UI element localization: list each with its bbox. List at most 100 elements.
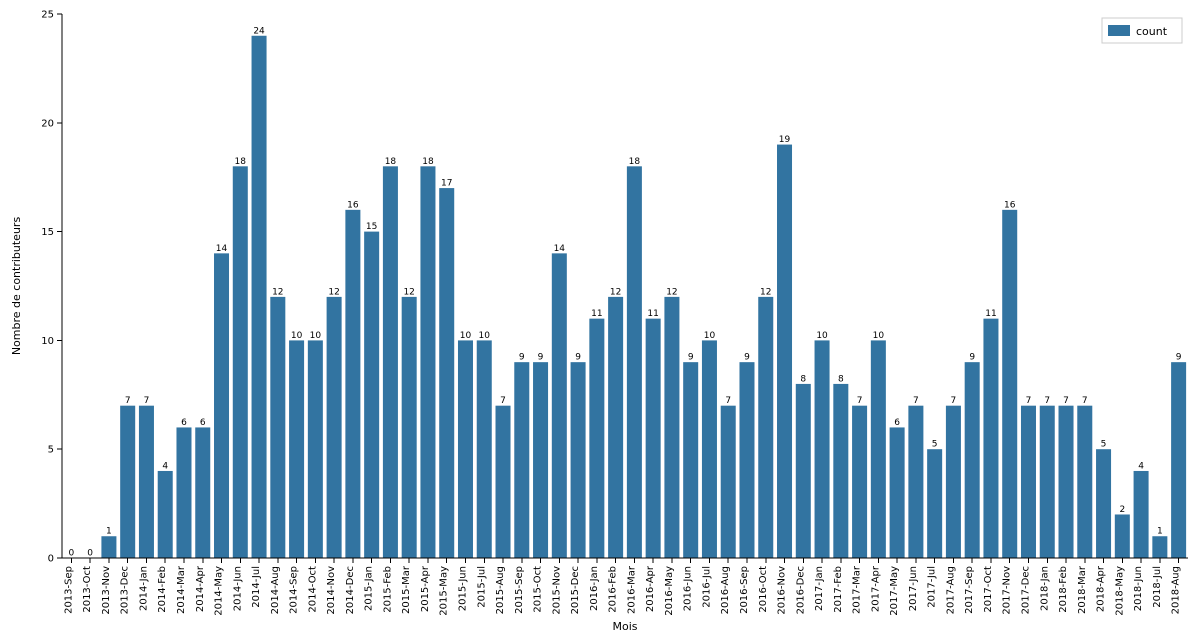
x-tick-label: 2014-May bbox=[214, 566, 225, 616]
bar bbox=[139, 406, 154, 558]
bar bbox=[758, 297, 773, 558]
x-tick-label: 2017-Sep bbox=[964, 566, 975, 614]
bar-value-label: 4 bbox=[1138, 461, 1144, 471]
x-tick-label: 2016-Nov bbox=[777, 566, 788, 615]
x-tick-label: 2017-Nov bbox=[1002, 566, 1013, 615]
y-tick-label: 0 bbox=[48, 554, 54, 565]
x-tick-label: 2013-Oct bbox=[82, 566, 93, 613]
y-tick-label: 20 bbox=[41, 118, 54, 129]
x-tick-label: 2016-Jul bbox=[701, 566, 712, 608]
bar-value-label: 7 bbox=[125, 396, 131, 406]
bar bbox=[608, 297, 623, 558]
y-tick-label: 10 bbox=[41, 336, 54, 347]
x-tick-label: 2017-Dec bbox=[1020, 566, 1031, 614]
bar-value-label: 15 bbox=[366, 222, 377, 232]
bar-value-label: 18 bbox=[629, 157, 641, 167]
x-tick-label: 2015-Apr bbox=[420, 565, 431, 612]
bar-value-label: 18 bbox=[385, 157, 397, 167]
x-tick-label: 2014-Apr bbox=[195, 565, 206, 612]
bar-value-label: 11 bbox=[647, 309, 658, 319]
x-tick-label: 2017-Jun bbox=[908, 566, 919, 611]
bar bbox=[252, 36, 267, 558]
bar bbox=[852, 406, 867, 558]
x-tick-label: 2016-Apr bbox=[645, 565, 656, 612]
y-axis-label: Nombre de contributeurs bbox=[10, 217, 23, 356]
bar bbox=[439, 188, 454, 558]
x-tick-label: 2015-Jan bbox=[364, 566, 375, 611]
x-tick-label: 2018-Jun bbox=[1133, 566, 1144, 611]
bar bbox=[364, 232, 379, 558]
bar bbox=[1134, 471, 1149, 558]
x-tick-label: 2014-Nov bbox=[326, 566, 337, 615]
x-tick-label: 2015-Jun bbox=[457, 566, 468, 611]
x-tick-label: 2017-May bbox=[889, 566, 900, 616]
bar bbox=[420, 166, 435, 558]
bar bbox=[1077, 406, 1092, 558]
bar-value-label: 12 bbox=[610, 287, 621, 297]
bar-chart: 05101520252013-Sep2013-Oct2013-Nov2013-D… bbox=[0, 0, 1200, 640]
x-tick-label: 2015-May bbox=[439, 566, 450, 616]
x-tick-label: 2016-Oct bbox=[758, 566, 769, 613]
bar bbox=[664, 297, 679, 558]
x-tick-label: 2018-Feb bbox=[1058, 566, 1069, 613]
bar bbox=[1096, 449, 1111, 558]
x-tick-label: 2015-Jul bbox=[476, 566, 487, 608]
x-tick-label: 2016-Dec bbox=[795, 566, 806, 614]
y-tick-label: 15 bbox=[41, 227, 54, 238]
bar bbox=[1059, 406, 1074, 558]
x-tick-label: 2014-Jul bbox=[251, 566, 262, 608]
bar-value-label: 16 bbox=[1004, 200, 1016, 210]
bar-value-label: 0 bbox=[87, 549, 93, 559]
x-tick-label: 2017-Jul bbox=[927, 566, 938, 608]
x-tick-label: 2014-Jun bbox=[232, 566, 243, 611]
x-tick-label: 2016-Mar bbox=[626, 565, 637, 614]
bar-value-label: 5 bbox=[1101, 440, 1107, 450]
bar bbox=[533, 362, 548, 558]
x-tick-label: 2014-Feb bbox=[157, 566, 168, 613]
x-tick-label: 2018-Jan bbox=[1039, 566, 1050, 611]
bar-value-label: 4 bbox=[162, 461, 168, 471]
bar bbox=[496, 406, 511, 558]
bar bbox=[983, 319, 998, 558]
bar bbox=[552, 253, 567, 558]
bar-value-label: 8 bbox=[838, 374, 844, 384]
bar-value-label: 9 bbox=[575, 353, 581, 363]
bar-value-label: 10 bbox=[873, 331, 885, 341]
bar-value-label: 10 bbox=[291, 331, 303, 341]
x-tick-label: 2017-Oct bbox=[983, 566, 994, 613]
bar bbox=[1152, 536, 1167, 558]
legend-swatch bbox=[1108, 25, 1130, 36]
bar bbox=[120, 406, 135, 558]
x-tick-label: 2014-Mar bbox=[176, 565, 187, 614]
bar bbox=[233, 166, 248, 558]
bar bbox=[1040, 406, 1055, 558]
bar bbox=[214, 253, 229, 558]
x-tick-label: 2017-Mar bbox=[852, 565, 863, 614]
bar bbox=[402, 297, 417, 558]
x-axis-label: Mois bbox=[612, 620, 637, 633]
bar-value-label: 9 bbox=[688, 353, 694, 363]
bar-value-label: 12 bbox=[666, 287, 677, 297]
x-tick-label: 2015-Mar bbox=[401, 565, 412, 614]
bar bbox=[514, 362, 529, 558]
bar bbox=[627, 166, 642, 558]
bar-value-label: 7 bbox=[1063, 396, 1069, 406]
bar-value-label: 10 bbox=[460, 331, 472, 341]
x-tick-label: 2016-Sep bbox=[739, 566, 750, 614]
chart-container: 05101520252013-Sep2013-Oct2013-Nov2013-D… bbox=[0, 0, 1200, 640]
x-tick-label: 2017-Aug bbox=[945, 566, 956, 614]
x-tick-label: 2016-May bbox=[664, 566, 675, 616]
x-tick-label: 2013-Nov bbox=[101, 566, 112, 615]
x-tick-label: 2017-Apr bbox=[870, 565, 881, 612]
bar bbox=[890, 427, 905, 558]
bar bbox=[1021, 406, 1036, 558]
bar bbox=[646, 319, 661, 558]
bar bbox=[871, 340, 886, 558]
bar bbox=[1171, 362, 1186, 558]
bar bbox=[176, 427, 191, 558]
x-tick-label: 2018-Mar bbox=[1077, 565, 1088, 614]
bar bbox=[158, 471, 173, 558]
bar bbox=[458, 340, 473, 558]
x-tick-label: 2016-Jun bbox=[683, 566, 694, 611]
bar bbox=[327, 297, 342, 558]
